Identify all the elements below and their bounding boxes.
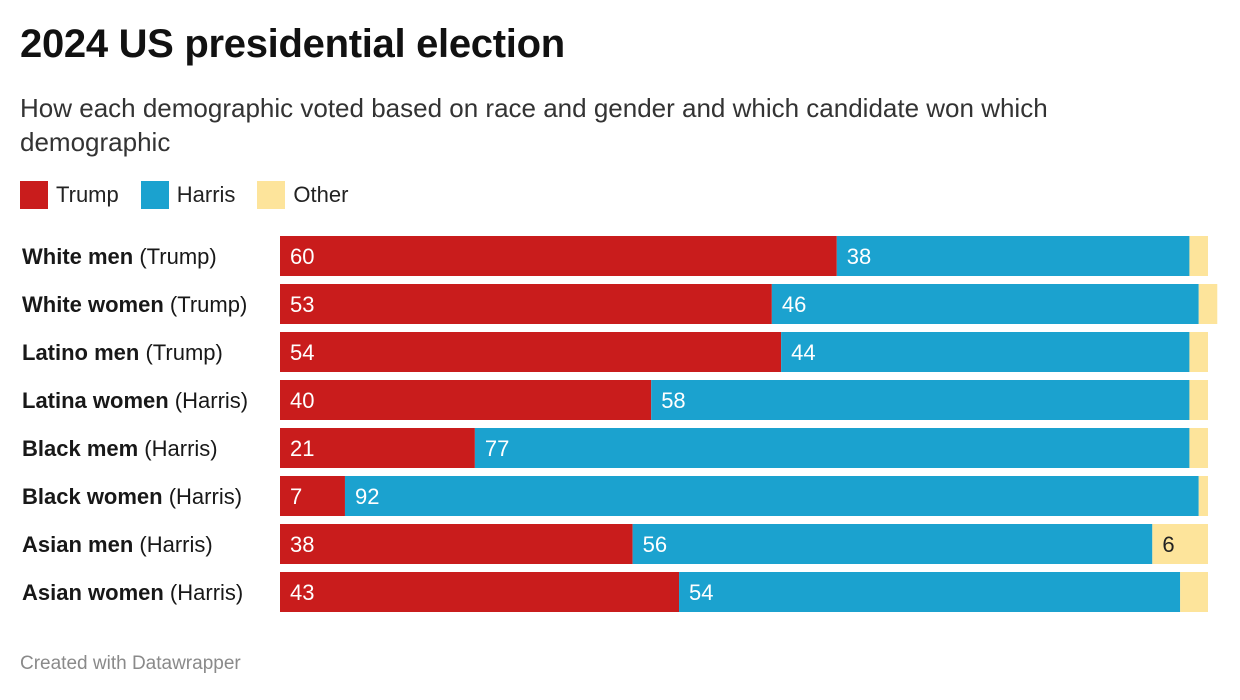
data-label-other: 6 bbox=[1162, 532, 1174, 557]
row-label: Black mem (Harris) bbox=[22, 436, 218, 461]
row-label-winner: (Harris) bbox=[164, 580, 243, 605]
row-label-group: Latino men bbox=[22, 340, 139, 365]
row-label: Asian men (Harris) bbox=[22, 532, 213, 557]
data-label-trump: 21 bbox=[290, 436, 314, 461]
legend-swatch-harris bbox=[140, 181, 169, 209]
legend-label-harris: Harris bbox=[176, 182, 236, 207]
bar-segment-trump bbox=[280, 236, 837, 276]
row-label-group: Black mem bbox=[22, 436, 138, 461]
row-label-winner: (Harris) bbox=[133, 532, 212, 557]
footer-credit: Created with Datawrapper bbox=[20, 653, 241, 674]
data-label-harris: 54 bbox=[689, 580, 713, 605]
row-label-group: Asian women bbox=[22, 580, 164, 605]
data-label-trump: 53 bbox=[290, 292, 314, 317]
row-label-winner: (Harris) bbox=[169, 388, 248, 413]
row-label-group: White women bbox=[22, 292, 164, 317]
bar-segment-trump bbox=[280, 428, 475, 468]
bar-segment-other bbox=[1152, 524, 1208, 564]
bar-segment-harris bbox=[781, 332, 1190, 372]
data-label-trump: 54 bbox=[290, 340, 314, 365]
legend-label-trump: Trump bbox=[56, 182, 119, 207]
bar-segment-harris bbox=[771, 284, 1199, 324]
legend-item-trump: Trump bbox=[20, 181, 119, 209]
bar-segment-other bbox=[1198, 476, 1208, 516]
bar-segment-other bbox=[1189, 428, 1208, 468]
legend-item-harris: Harris bbox=[140, 181, 236, 209]
data-label-harris: 44 bbox=[791, 340, 815, 365]
data-label-harris: 56 bbox=[643, 532, 667, 557]
bar-segment-other bbox=[1189, 332, 1208, 372]
row-label-winner: (Harris) bbox=[163, 484, 242, 509]
legend-swatch-other bbox=[257, 181, 286, 209]
bar-segment-harris bbox=[632, 524, 1153, 564]
row-label-winner: (Trump) bbox=[164, 292, 248, 317]
data-label-harris: 77 bbox=[485, 436, 509, 461]
bar-segment-trump bbox=[280, 284, 772, 324]
bar-segment-trump bbox=[280, 380, 652, 420]
row-label: Black women (Harris) bbox=[22, 484, 242, 509]
chart-subtitle: How each demographic voted based on race… bbox=[20, 93, 1048, 157]
bar-segment-other bbox=[1189, 236, 1208, 276]
row-label-group: Black women bbox=[22, 484, 163, 509]
stacked-bar-chart: White men (Trump) 60 38 White women (Trump)… bbox=[22, 236, 1218, 612]
row-label-group: Latina women bbox=[22, 388, 169, 413]
row-label: White women (Trump) bbox=[22, 292, 247, 317]
legend-swatch-trump bbox=[20, 181, 48, 209]
row-label-winner: (Harris) bbox=[138, 436, 217, 461]
bar-segment-harris bbox=[651, 380, 1190, 420]
bar-segment-other bbox=[1180, 572, 1208, 612]
bar-segment-other bbox=[1198, 284, 1218, 324]
data-label-trump: 60 bbox=[290, 244, 314, 269]
data-label-trump: 43 bbox=[290, 580, 314, 605]
row-label-group: Asian men bbox=[22, 532, 133, 557]
row-label-group: White men bbox=[22, 244, 133, 269]
row-label: Latino men (Trump) bbox=[22, 340, 223, 365]
data-label-trump: 40 bbox=[290, 388, 314, 413]
legend: Trump Harris Other bbox=[20, 180, 370, 210]
bar-segment-trump bbox=[280, 476, 345, 516]
row-label-winner: (Trump) bbox=[133, 244, 217, 269]
data-label-harris: 46 bbox=[782, 292, 806, 317]
bar-segment-harris bbox=[474, 428, 1190, 468]
bar-segment-harris bbox=[679, 572, 1181, 612]
data-label-harris: 58 bbox=[661, 388, 685, 413]
row-label: Latina women (Harris) bbox=[22, 388, 248, 413]
bar-segment-harris bbox=[344, 476, 1199, 516]
legend-label-other: Other bbox=[293, 182, 349, 207]
row-label-winner: (Trump) bbox=[139, 340, 223, 365]
bar-segment-trump bbox=[280, 332, 782, 372]
bar-segment-trump bbox=[280, 572, 680, 612]
row-label: White men (Trump) bbox=[22, 244, 217, 269]
data-label-trump: 7 bbox=[290, 484, 302, 509]
data-label-trump: 38 bbox=[290, 532, 314, 557]
row-label: Asian women (Harris) bbox=[22, 580, 243, 605]
chart-title: 2024 US presidential election bbox=[20, 22, 565, 66]
data-label-harris: 38 bbox=[847, 244, 871, 269]
bar-segment-other bbox=[1189, 380, 1208, 420]
bar-segment-trump bbox=[280, 524, 633, 564]
data-label-harris: 92 bbox=[355, 484, 379, 509]
bar-segment-harris bbox=[836, 236, 1190, 276]
legend-item-other: Other bbox=[257, 181, 348, 209]
